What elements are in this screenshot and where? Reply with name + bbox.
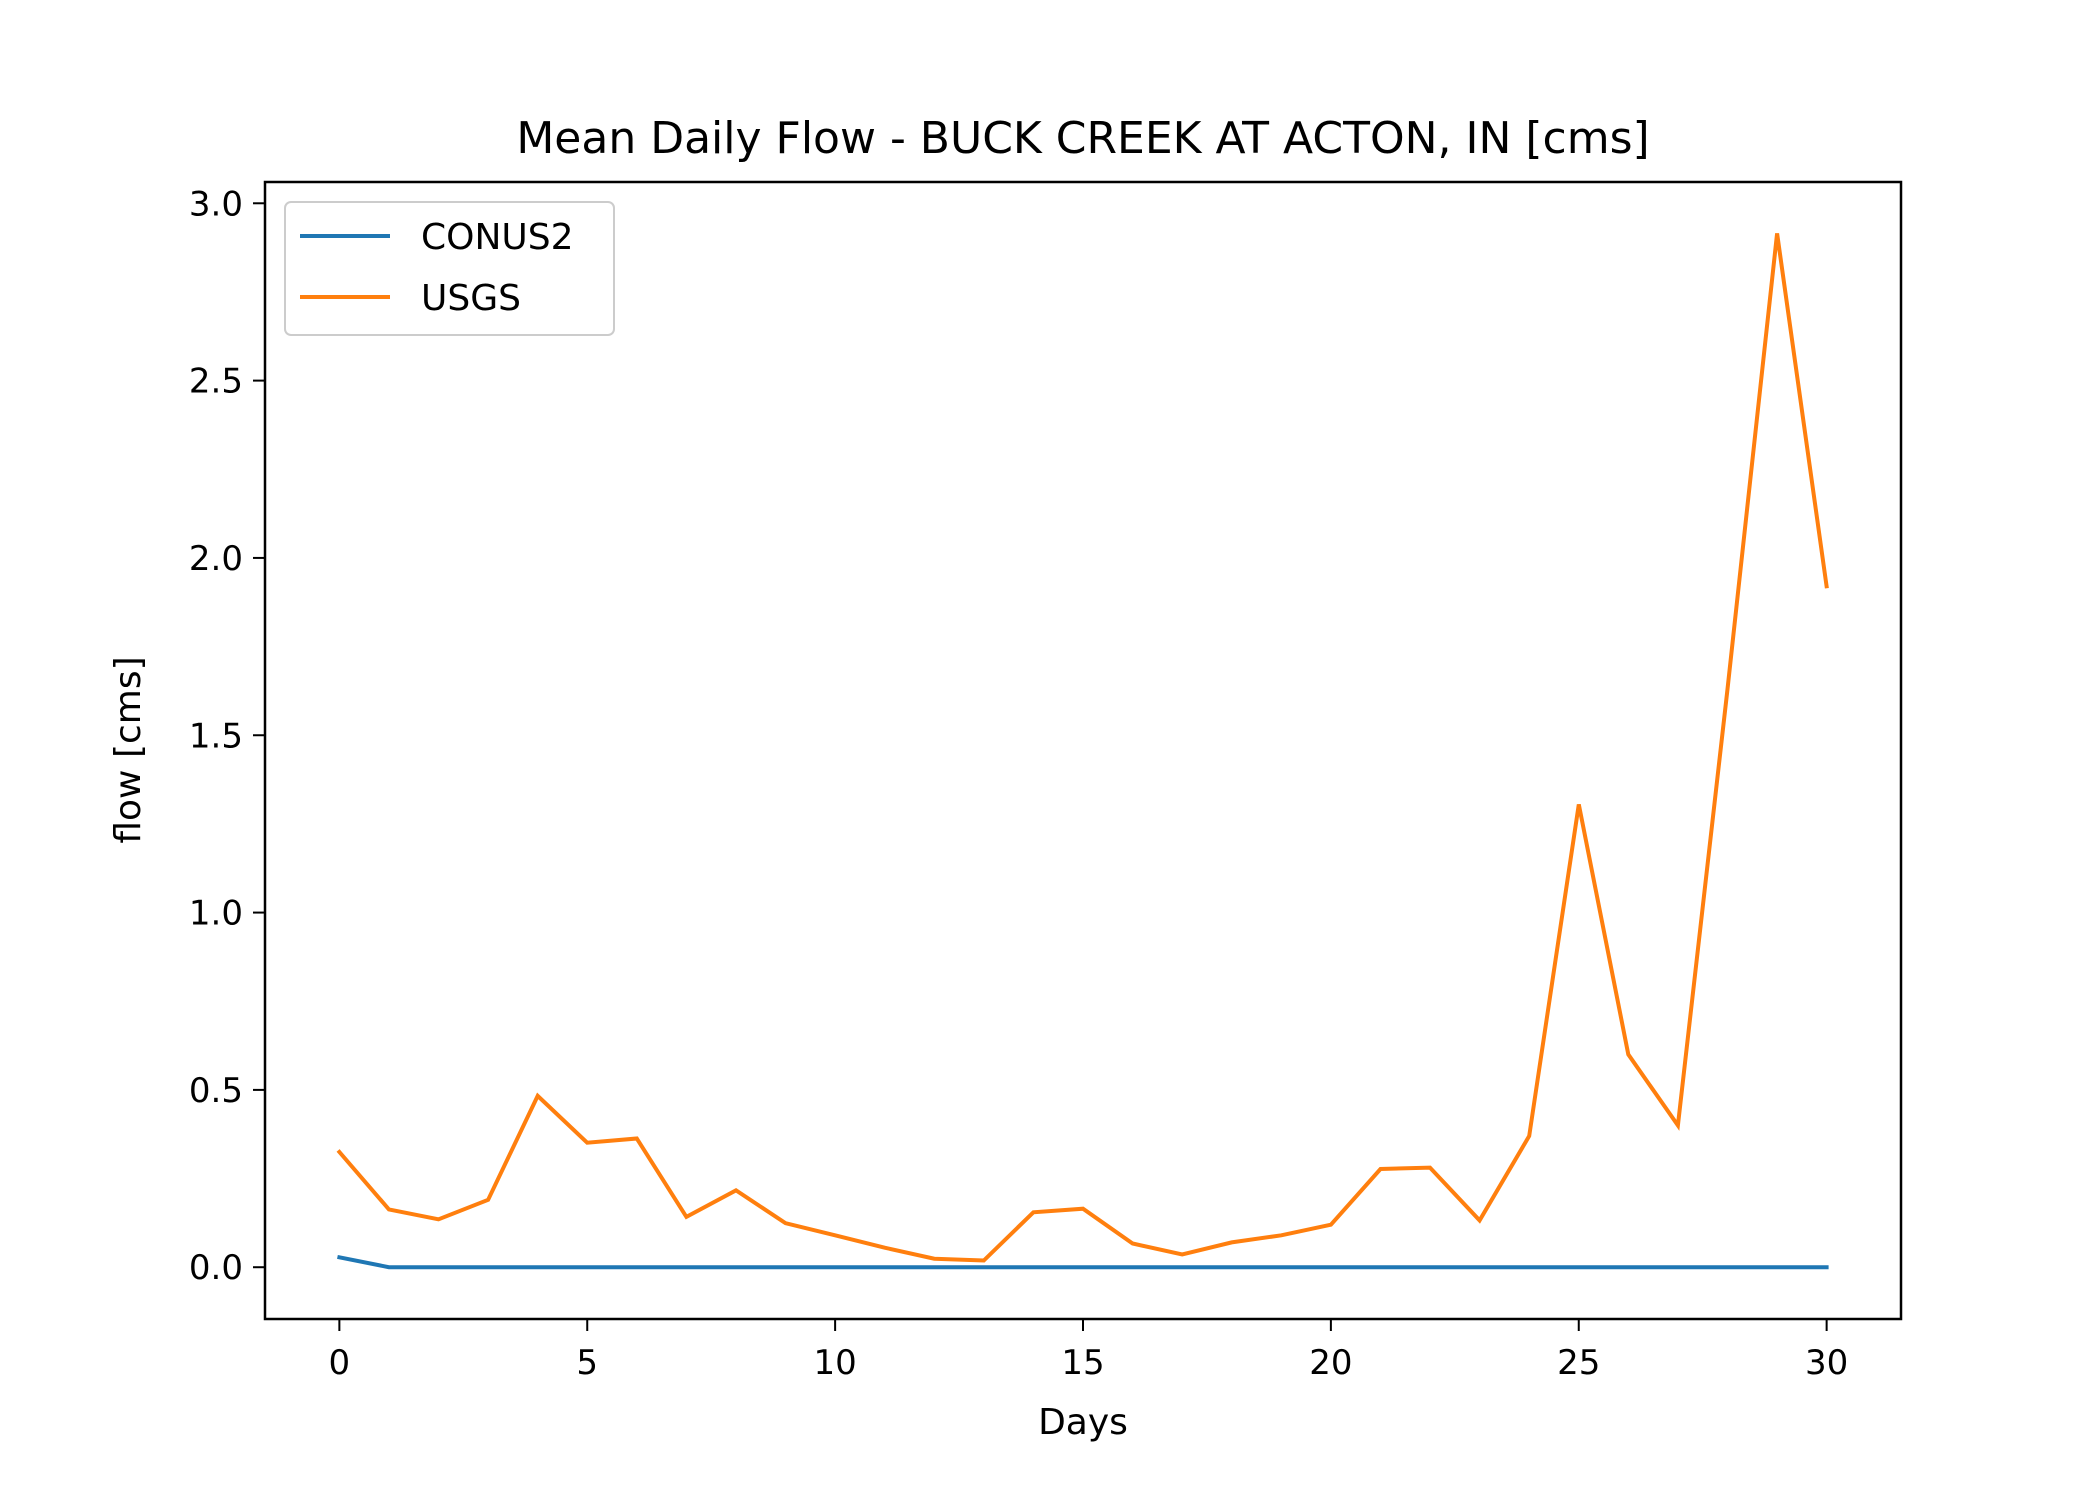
plot-lines [336, 233, 1829, 1270]
y-axis-label: flow [cms] [108, 656, 149, 843]
plot-area-frame [263, 180, 1903, 1321]
legend-label-usgs: USGS [421, 278, 521, 319]
series-line-usgs [336, 233, 1829, 1263]
y-tick-label: 1.5 [189, 716, 243, 756]
x-axis-label: Days [1038, 1402, 1128, 1443]
x-tick-label: 25 [1557, 1343, 1600, 1383]
x-tick-label: 0 [329, 1343, 351, 1383]
x-tick-label: 10 [813, 1343, 856, 1383]
x-axis-ticks: 0 5 10 15 20 25 30 [329, 1319, 1848, 1383]
legend-label-conus2: CONUS2 [421, 217, 574, 258]
x-tick-label: 30 [1805, 1343, 1848, 1383]
y-axis-ticks: 0.0 0.5 1.0 1.5 2.0 2.5 3.0 [189, 184, 265, 1288]
x-tick-label: 20 [1309, 1343, 1352, 1383]
x-tick-label: 15 [1061, 1343, 1104, 1383]
series-line-conus2 [337, 1254, 1829, 1270]
legend: CONUS2 USGS [284, 201, 615, 336]
y-tick-label: 1.0 [189, 894, 243, 934]
y-tick-label: 3.0 [189, 184, 243, 224]
y-tick-label: 2.0 [189, 539, 243, 579]
chart-title: Mean Daily Flow - BUCK CREEK AT ACTON, I… [516, 113, 1649, 164]
x-tick-label: 5 [576, 1343, 598, 1383]
y-tick-label: 0.5 [189, 1071, 243, 1111]
y-tick-label: 2.5 [189, 362, 243, 402]
y-tick-label: 0.0 [189, 1248, 243, 1288]
